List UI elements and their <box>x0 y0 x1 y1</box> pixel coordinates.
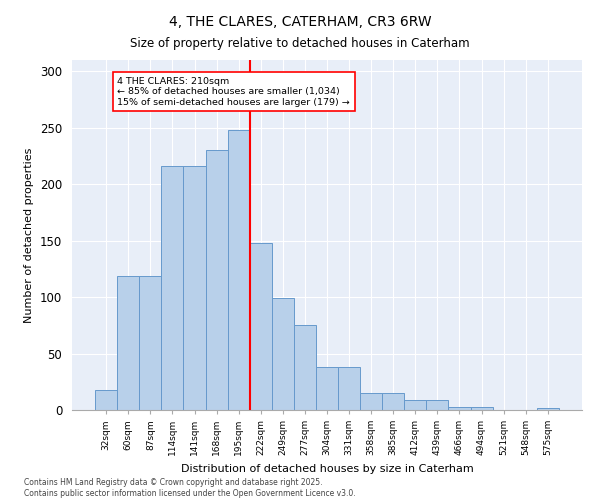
Bar <box>117 276 139 410</box>
Text: Size of property relative to detached houses in Caterham: Size of property relative to detached ho… <box>130 38 470 51</box>
Y-axis label: Number of detached properties: Number of detached properties <box>25 148 34 322</box>
Bar <box>294 326 316 410</box>
Bar <box>95 390 117 410</box>
Bar <box>184 166 206 410</box>
Bar <box>316 367 338 410</box>
Bar <box>338 367 360 410</box>
Bar <box>360 393 382 410</box>
Bar <box>404 400 427 410</box>
Text: 4, THE CLARES, CATERHAM, CR3 6RW: 4, THE CLARES, CATERHAM, CR3 6RW <box>169 15 431 29</box>
Bar <box>139 276 161 410</box>
Bar <box>537 408 559 410</box>
Text: 4 THE CLARES: 210sqm
← 85% of detached houses are smaller (1,034)
15% of semi-de: 4 THE CLARES: 210sqm ← 85% of detached h… <box>117 77 350 106</box>
Bar <box>250 243 272 410</box>
Bar <box>227 130 250 410</box>
Bar <box>161 166 184 410</box>
Bar <box>272 298 294 410</box>
X-axis label: Distribution of detached houses by size in Caterham: Distribution of detached houses by size … <box>181 464 473 473</box>
Bar <box>206 150 227 410</box>
Bar <box>382 393 404 410</box>
Text: Contains HM Land Registry data © Crown copyright and database right 2025.
Contai: Contains HM Land Registry data © Crown c… <box>24 478 356 498</box>
Bar <box>427 400 448 410</box>
Bar <box>448 406 470 410</box>
Bar <box>470 406 493 410</box>
